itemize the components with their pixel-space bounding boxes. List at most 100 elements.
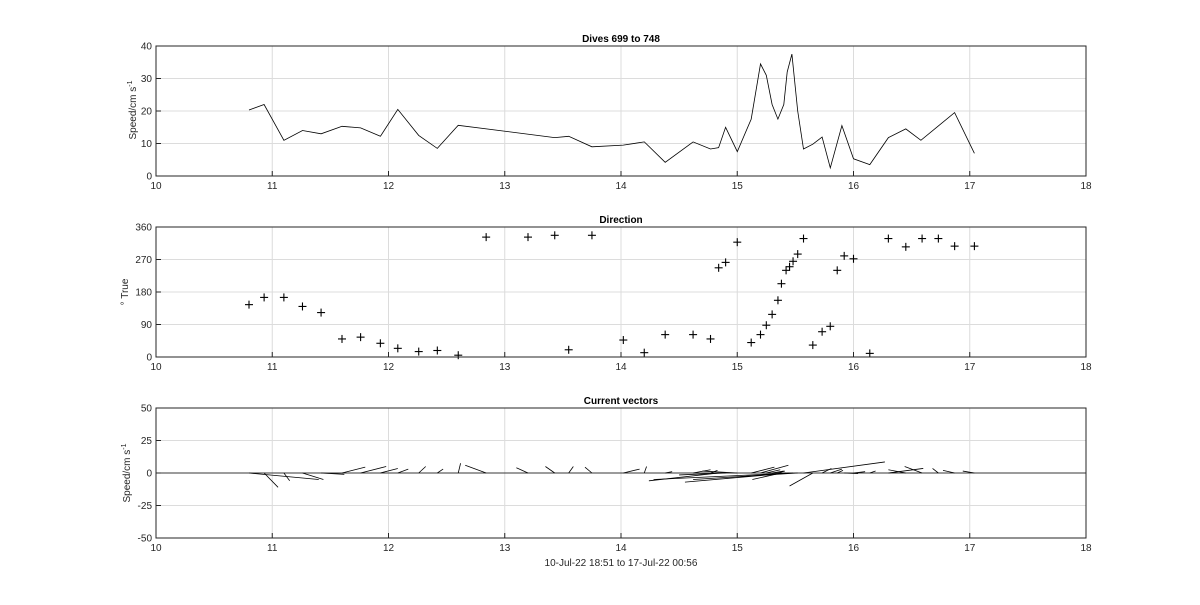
direction-point [619,336,628,345]
x-tick-label: 11 [267,543,278,554]
current-vector [777,470,786,474]
direction-point [640,348,649,357]
speed-plot-layer [248,53,975,170]
current-vector [545,466,555,474]
x-tick-label: 12 [383,181,395,192]
direction-point [756,330,765,339]
current-vector [283,472,291,482]
x-tick-label: 13 [499,181,511,192]
current-vector [623,468,640,474]
current-vector [693,472,798,480]
current-vector [248,472,319,480]
x-tick-label: 18 [1080,543,1092,554]
direction-point [260,293,269,302]
direction-y-axis-label: ° True [120,278,131,305]
direction-point [934,234,943,243]
current-vector [772,470,784,474]
current-vector [789,472,814,487]
direction-point [317,308,326,317]
direction-point [747,338,756,347]
vectors-plot-layer [156,461,1086,488]
x-tick-label: 16 [848,543,860,554]
x-tick-label: 14 [615,362,627,373]
direction-point [376,339,385,348]
x-tick-label: 12 [383,362,395,373]
vectors-x-axis-label: 10-Jul-22 18:51 to 17-Jul-22 00:56 [545,558,698,569]
y-tick-label: -50 [138,534,153,545]
speed-y-axis-label: Speed/cm s-1 [127,80,139,139]
y-tick-label: 180 [135,288,152,299]
direction-point [782,266,791,275]
direction-point [865,349,874,358]
direction-point [762,321,771,330]
x-tick-label: 17 [964,362,976,373]
x-tick-label: 17 [964,543,976,554]
x-tick-label: 10 [150,181,162,192]
direction-point [433,346,442,355]
direction-point [661,330,670,339]
current-vector [888,468,924,474]
speed-y-axis-label-text: Speed/cm s [128,87,139,140]
current-vector [760,464,789,474]
current-vector [853,471,866,474]
direction-point [789,257,798,266]
current-vector [766,469,781,474]
direction-point [849,254,858,263]
vectors-y-axis-label: Speed/cm s-1 [121,443,133,502]
current-vector [830,468,843,474]
speed-series-line [248,53,975,170]
direction-point [714,263,723,272]
x-tick-label: 15 [732,181,744,192]
y-tick-label: 30 [141,74,153,85]
x-tick-label: 11 [267,181,278,192]
direction-y-axis-label-text: ° True [120,278,131,305]
direction-point [799,234,808,243]
direction-chart-title: Direction [599,215,642,226]
svg-text:Speed/cm s-1: Speed/cm s-1 [121,443,133,502]
direction-point [706,334,715,343]
current-vector [679,472,726,476]
direction-point [689,330,698,339]
x-tick-label: 17 [964,181,976,192]
direction-point [793,250,802,259]
direction-point [777,279,786,288]
current-vector [904,466,923,474]
direction-scatter-panel: Direction ° True 10 11 12 13 14 15 16 17 1809018… [120,215,1092,373]
direction-point [970,242,979,251]
direction-point [808,341,817,350]
speed-y-axis-label-sup: -1 [127,80,134,86]
current-vector [568,466,574,474]
y-tick-label: 270 [135,255,152,266]
direction-point [773,296,782,305]
x-tick-label: 14 [615,181,627,192]
current-vector [665,471,673,474]
current-vector [821,468,832,474]
current-vector [888,469,906,474]
x-tick-label: 15 [732,543,744,554]
direction-point [564,345,573,354]
x-tick-label: 16 [848,362,860,373]
y-tick-label: -25 [138,501,153,512]
current-vector [962,470,975,474]
current-vector [418,466,426,474]
speed-line-panel: Dives 699 to 748 Speed/cm s-1 10 11 12 13 14… [127,34,1092,192]
current-vector [693,469,711,474]
x-tick-label: 18 [1080,181,1092,192]
x-tick-label: 15 [732,362,744,373]
x-tick-label: 10 [150,362,162,373]
y-tick-label: 20 [141,107,153,118]
current-vector [457,463,461,474]
y-tick-label: 0 [146,353,152,364]
direction-point [901,242,910,251]
x-tick-label: 12 [383,543,395,554]
y-tick-label: 40 [141,42,153,53]
direction-point [482,233,491,242]
direction-point [833,266,842,275]
direction-point [524,233,532,242]
y-tick-label: 90 [141,320,153,331]
current-vector [302,472,324,480]
current-vector [702,470,738,474]
current-vector [803,461,885,474]
